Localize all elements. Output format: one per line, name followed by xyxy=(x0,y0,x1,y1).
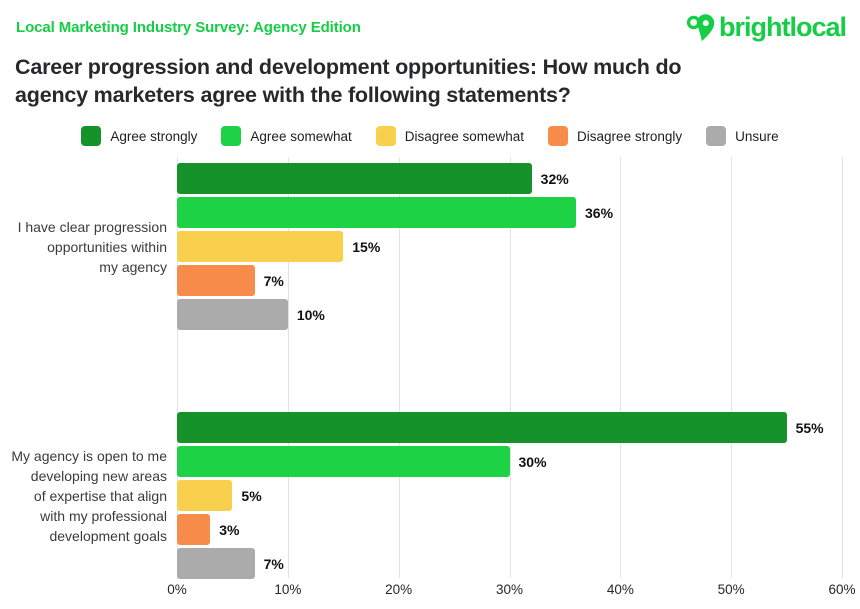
gridline xyxy=(177,157,178,578)
chart-title-line1: Career progression and development oppor… xyxy=(15,55,682,79)
gridline xyxy=(398,157,400,578)
bar-agree-strongly xyxy=(177,163,532,194)
gridline xyxy=(287,157,289,578)
bar-disagree-strongly xyxy=(177,514,211,545)
bar-unsure xyxy=(177,299,288,330)
bar-disagree-strongly xyxy=(177,265,255,296)
chart-title: Career progression and development oppor… xyxy=(15,53,847,109)
legend-swatch-disagree-strongly xyxy=(548,126,569,146)
legend-item: Disagree somewhat xyxy=(375,126,525,146)
bar-value-label: 15% xyxy=(352,238,381,255)
axis-tick-label: 20% xyxy=(385,582,413,597)
legend-swatch-disagree-somewhat xyxy=(375,126,396,146)
category-label-line: development goals xyxy=(49,527,167,544)
gridline xyxy=(509,157,511,578)
gridline xyxy=(620,157,622,578)
axis-tick-label: 50% xyxy=(717,582,745,597)
bar-agree-somewhat xyxy=(177,197,576,228)
bar-value-label: 36% xyxy=(585,204,614,221)
legend-label: Disagree somewhat xyxy=(404,128,525,144)
legend-swatch-agree-strongly xyxy=(81,126,102,146)
category-label-line: developing new areas xyxy=(30,467,167,484)
axis-tick-label: 0% xyxy=(167,582,187,597)
bar-agree-strongly xyxy=(177,412,787,443)
gridline xyxy=(731,157,733,578)
axis-tick-label: 30% xyxy=(495,582,524,597)
bar-agree-somewhat xyxy=(177,446,510,477)
chart-title-line2: agency marketers agree with the followin… xyxy=(15,83,571,107)
category-label-line: with my professional xyxy=(40,507,167,524)
category-label-line: My agency is open to me xyxy=(11,447,167,464)
legend-label: Disagree strongly xyxy=(577,128,683,144)
bar-unsure xyxy=(177,548,255,579)
brightlocal-logo-text: brightlocal xyxy=(718,12,847,42)
legend-label: Agree strongly xyxy=(110,128,198,144)
bar-value-label: 10% xyxy=(296,306,325,323)
bar-value-label: 5% xyxy=(241,487,262,504)
category-label-line: of expertise that align xyxy=(33,487,167,504)
survey-kicker: Local Marketing Industry Survey: Agency … xyxy=(16,19,361,36)
legend-swatch-agree-somewhat xyxy=(221,126,242,146)
chart-legend: Agree strongly Agree somewhat Disagree som… xyxy=(0,126,860,146)
category-label: I have clear progression opportunities wi… xyxy=(4,217,167,277)
legend-label: Agree somewhat xyxy=(250,128,352,144)
category-label-line: opportunities within xyxy=(47,238,167,255)
axis-tick-label: 10% xyxy=(274,582,302,597)
legend-item: Agree strongly xyxy=(81,126,197,146)
brightlocal-logo: brightlocal xyxy=(685,12,847,43)
category-label-line: my agency xyxy=(99,258,167,275)
bar-value-label: 7% xyxy=(263,555,284,572)
legend-label: Unsure xyxy=(735,128,779,144)
category-label: My agency is open to me developing new ar… xyxy=(4,446,167,546)
bar-value-label: 3% xyxy=(219,521,240,538)
bar-value-label: 32% xyxy=(540,170,569,187)
bar-value-label: 30% xyxy=(518,453,547,470)
brightlocal-pin-icon xyxy=(685,12,716,43)
bar-value-label: 7% xyxy=(263,272,284,289)
legend-swatch-unsure xyxy=(706,126,727,146)
axis-tick-label: 40% xyxy=(606,582,634,597)
category-label-line: I have clear progression xyxy=(17,218,167,235)
bar-value-label: 55% xyxy=(795,419,824,436)
bar-disagree-somewhat xyxy=(177,480,233,511)
legend-item: Agree somewhat xyxy=(221,126,352,146)
legend-item: Unsure xyxy=(706,126,779,146)
bar-disagree-somewhat xyxy=(177,231,344,262)
axis-tick-label: 60% xyxy=(828,582,856,597)
gridline xyxy=(842,157,843,578)
legend-item: Disagree strongly xyxy=(548,126,682,146)
